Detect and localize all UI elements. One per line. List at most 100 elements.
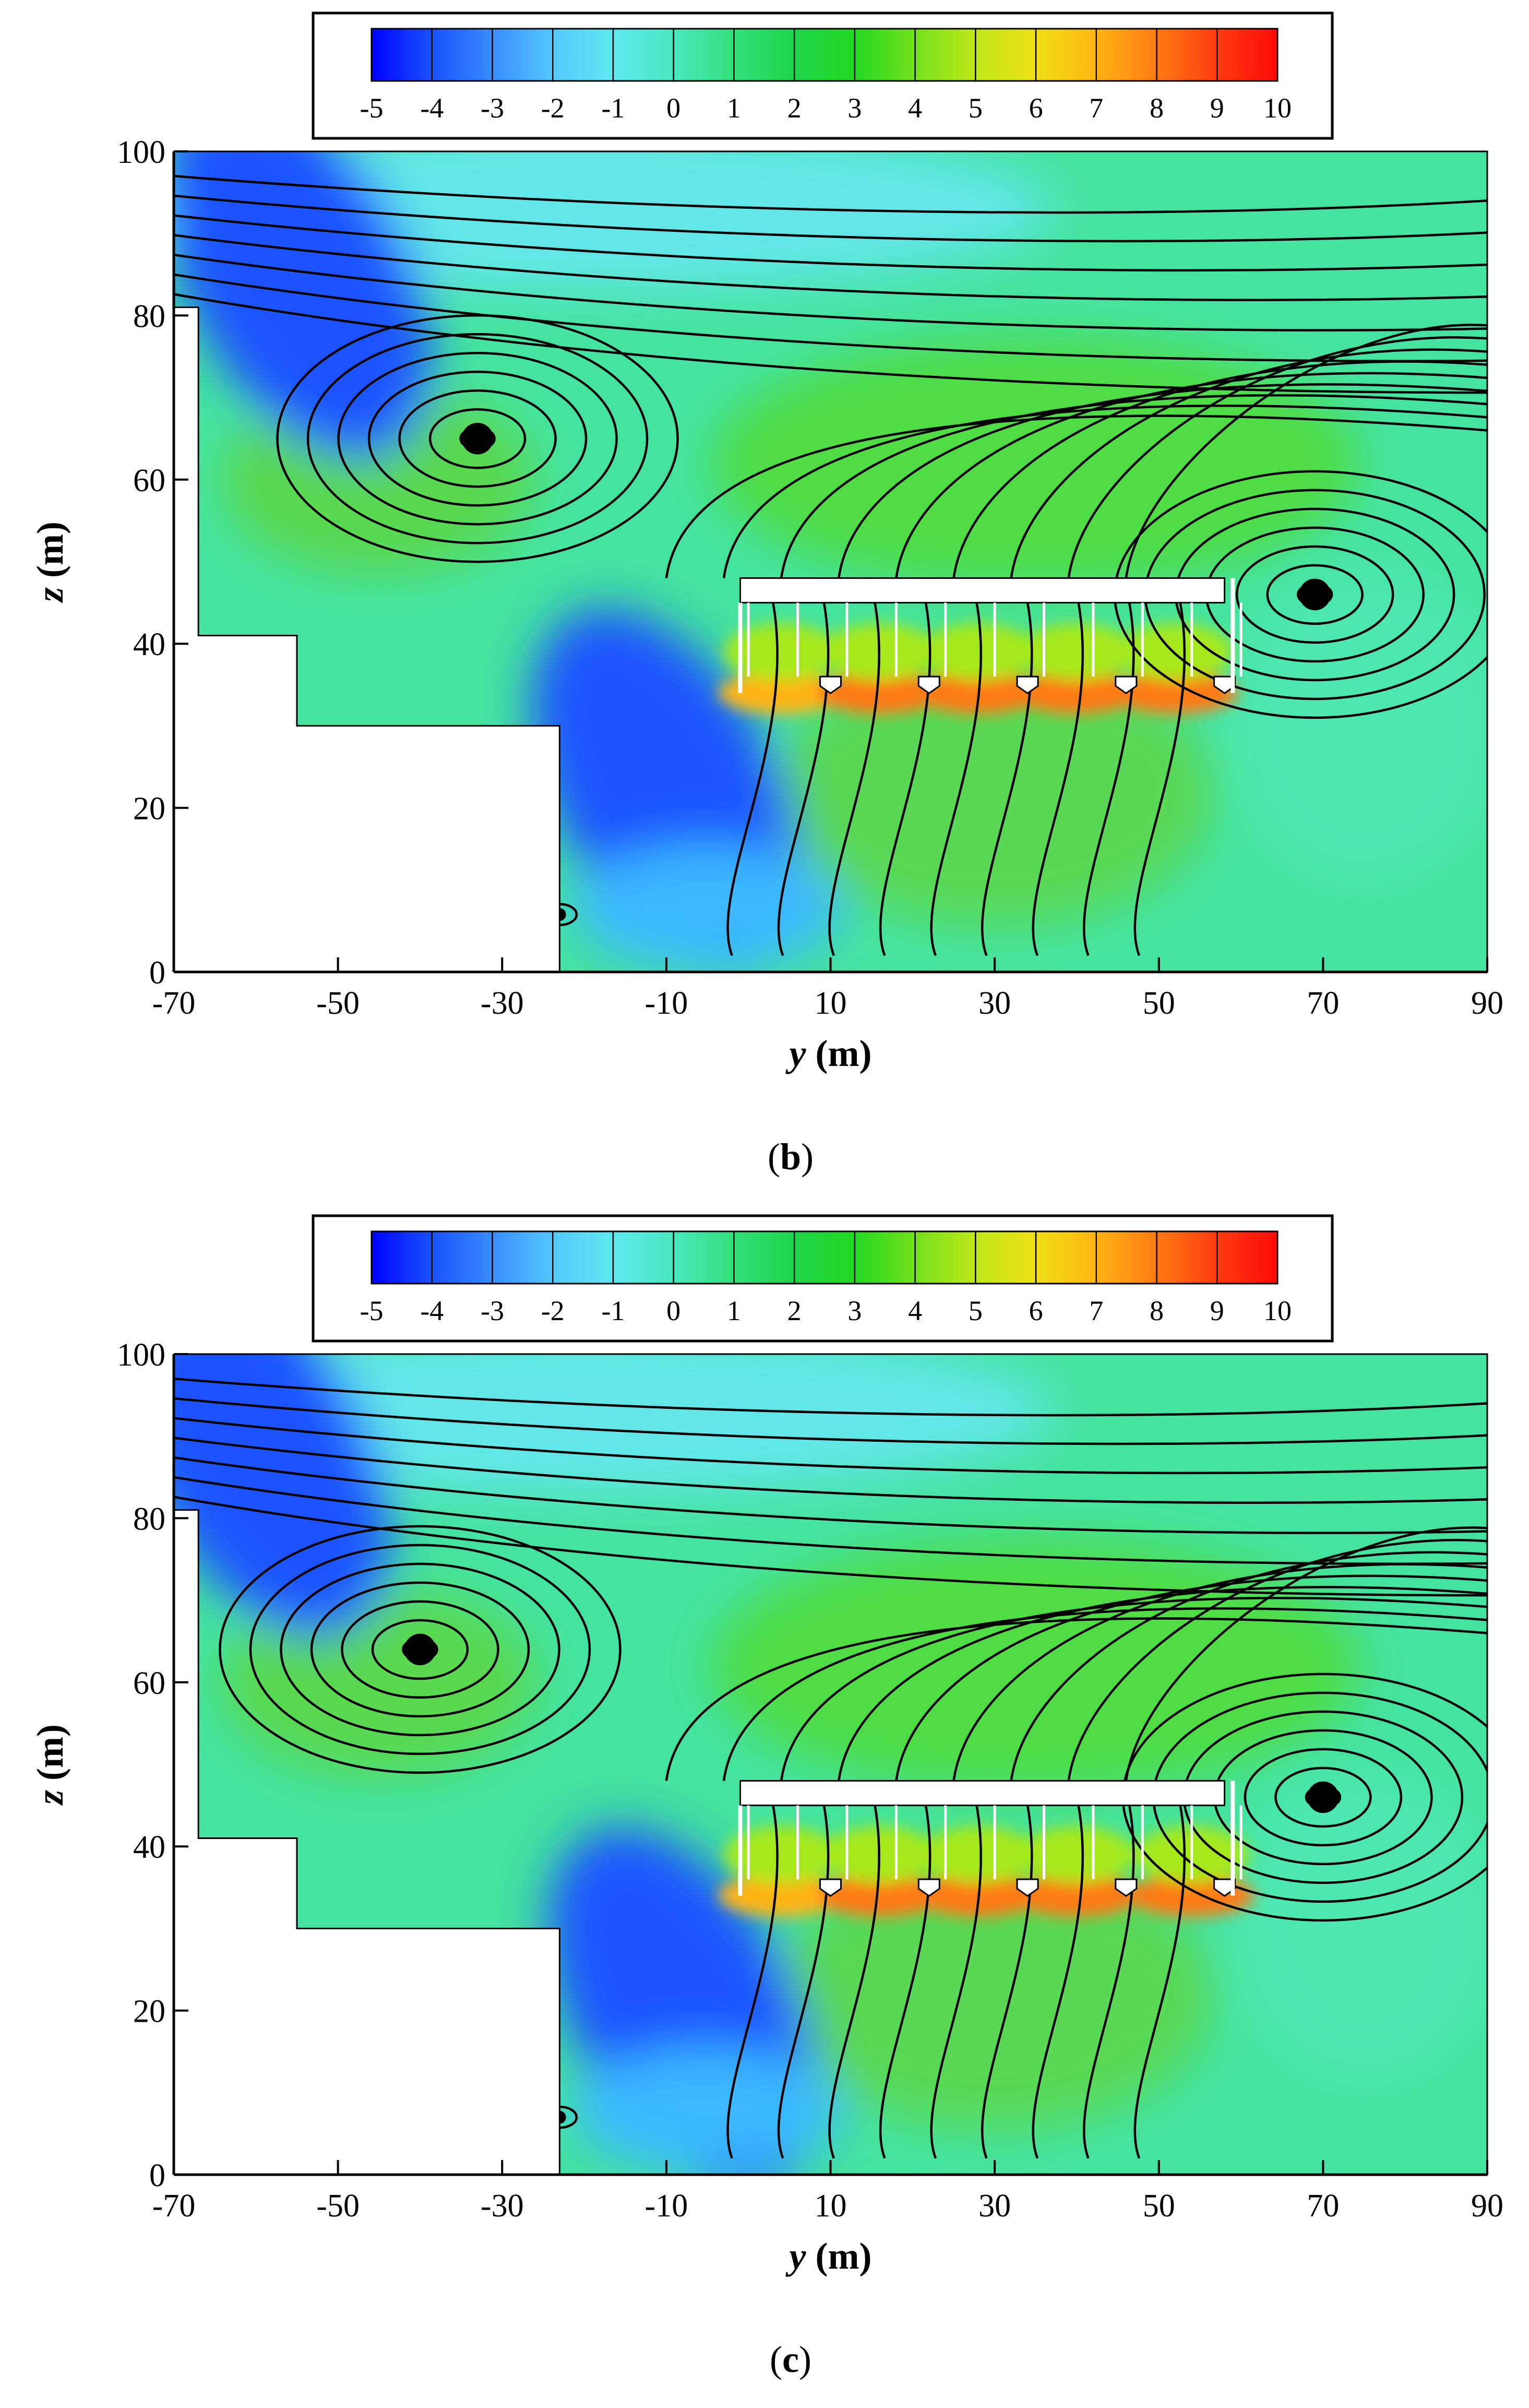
streamline: [895, 1574, 1487, 1781]
streamline: [1083, 602, 1135, 956]
vortex: [276, 314, 679, 563]
x-tick-label: -30: [481, 986, 524, 1021]
bridge-structure: [738, 1780, 1243, 1897]
colorbar-swatch: [1156, 1231, 1217, 1284]
x-tick-label: -50: [316, 986, 360, 1021]
streamline: [174, 253, 1487, 331]
x-axis-title: y (m): [785, 1033, 872, 1074]
streamline: [174, 1496, 1487, 1597]
colorbar-swatch: [492, 29, 553, 81]
colorbar-swatch: [673, 1231, 734, 1284]
panel-label: (b): [768, 1136, 814, 1178]
x-tick-label: -50: [316, 2188, 360, 2224]
high-velocity-region: [1113, 672, 1238, 714]
colorbar-tick-label: 5: [969, 1295, 983, 1326]
streamline: [174, 1476, 1487, 1565]
x-axis-title: y (m): [785, 2235, 872, 2277]
streamline: [1067, 1539, 1487, 1781]
y-tick-label: 20: [133, 1994, 165, 2030]
streamline: [1032, 602, 1084, 956]
colorbar-tick-label: 2: [787, 92, 802, 124]
streamline: [174, 1397, 1487, 1445]
x-tick-label: -70: [152, 986, 196, 1021]
panel-label: (c): [770, 2339, 811, 2380]
colorbar-swatch: [613, 1231, 674, 1284]
panel-b: -70 -50 -30 -10 10 30 50 70 90 0 20 40 60 80 100 y (m) z…: [0, 0, 1529, 1203]
x-tick-label: -10: [645, 2188, 688, 2224]
high-velocity-region: [1014, 1875, 1140, 1917]
x-tick-label: 70: [1307, 2188, 1339, 2224]
colorbar-tick-label: -5: [360, 92, 384, 124]
colorbar-swatch: [372, 1231, 433, 1284]
y-axis-title: z (m): [29, 521, 71, 603]
streamline: [174, 1456, 1487, 1534]
colorbar-tick-label: 6: [1029, 1295, 1043, 1326]
colorbar-swatch: [794, 1231, 855, 1284]
y-tick-label: 80: [133, 299, 165, 334]
streamline: [1032, 1805, 1084, 2159]
colorbar-tick-label: 7: [1089, 92, 1103, 124]
colorbar-swatch: [553, 29, 614, 81]
colorbar-swatch: [1036, 29, 1097, 81]
low-velocity-region: [174, 151, 432, 457]
streamline: [1010, 1551, 1487, 1781]
colorbar-tick-label: -3: [481, 1295, 504, 1326]
colorbar-tick-label: 4: [908, 1295, 922, 1326]
y-tick-label: 0: [149, 2158, 165, 2193]
streamline: [1010, 348, 1487, 578]
y-tick-label: 80: [133, 1501, 165, 1537]
y-tick-label: 60: [133, 463, 165, 499]
panel-c: -70 -50 -30 -10 10 30 50 70 90 0 20 40 60 80 100 y (m) z…: [0, 1203, 1529, 2405]
colorbar-swatch: [492, 1231, 553, 1284]
streamline: [828, 602, 880, 956]
colorbar-swatch: [734, 29, 795, 81]
y-tick-label: 0: [149, 955, 165, 991]
colorbar-swatch: [1096, 29, 1157, 81]
streamline: [981, 1805, 1033, 2159]
streamline: [879, 602, 931, 956]
colorbar-swatch: [1096, 1231, 1157, 1284]
terrain-boundary: [174, 150, 1488, 973]
streamline: [174, 214, 1487, 272]
colorbar-swatch: [915, 1231, 976, 1284]
colorbar-tick-label: -4: [420, 1295, 444, 1326]
colorbar-swatch: [673, 29, 734, 81]
y-tick-label: 100: [117, 1337, 165, 1373]
colorbar-swatch: [794, 29, 855, 81]
streamline: [174, 194, 1487, 243]
streamline: [726, 602, 779, 956]
colorbar-swatch: [975, 29, 1036, 81]
streamline: [722, 405, 1487, 578]
colorbar-tick-label: 9: [1210, 92, 1224, 124]
y-tick-label: 100: [117, 135, 165, 170]
streamline: [174, 174, 1487, 214]
colorbar-tick-label: 1: [727, 1295, 741, 1326]
x-tick-label: 70: [1307, 986, 1339, 1021]
colorbar-swatch: [553, 1231, 614, 1284]
colorbar-tick-label: 10: [1263, 92, 1292, 124]
x-tick-label: -70: [152, 2188, 196, 2224]
streamline: [174, 234, 1487, 301]
colorbar-tick-label: 6: [1029, 92, 1043, 124]
vortex: [219, 1525, 622, 1774]
bridge-structure: [738, 577, 1243, 694]
colorbar-tick-label: 0: [666, 92, 680, 124]
streamline: [174, 1437, 1487, 1504]
streamline: [952, 1563, 1487, 1781]
y-tick-label: 20: [133, 791, 165, 827]
terrain-boundary: [174, 1353, 1488, 2176]
colorbar-tick-label: -2: [541, 92, 565, 124]
x-tick-label: 10: [815, 986, 847, 1021]
high-velocity-region: [817, 672, 942, 714]
colorbar-tick-label: 4: [908, 92, 922, 124]
colorbar-swatch: [915, 29, 976, 81]
streamline: [1083, 1805, 1135, 2159]
colorbar-tick-label: 9: [1210, 1295, 1224, 1326]
high-velocity-region: [719, 672, 844, 714]
y-tick-label: 40: [133, 627, 165, 662]
streamline: [1125, 324, 1487, 578]
colorbar-swatch: [432, 29, 493, 81]
x-tick-label: 50: [1143, 2188, 1175, 2224]
streamline: [1067, 336, 1487, 578]
streamline: [981, 602, 1033, 956]
